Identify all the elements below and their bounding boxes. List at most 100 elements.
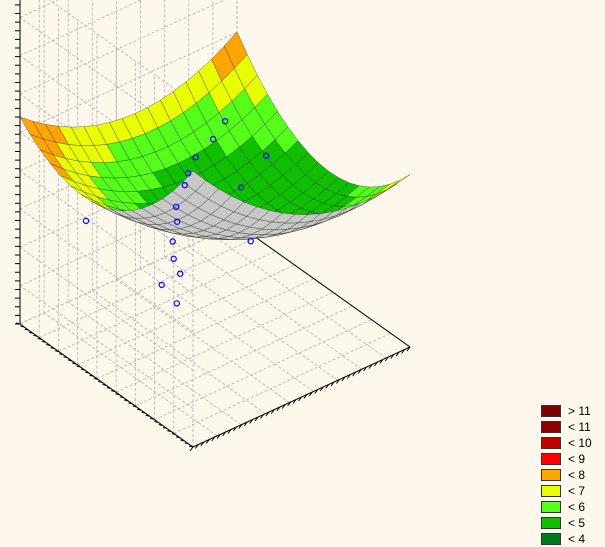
x-axis-tick: [336, 379, 340, 384]
x-axis-tick: [352, 371, 357, 377]
data-point: [209, 135, 217, 143]
legend-item: < 10: [541, 435, 601, 451]
legend-item: < 8: [541, 467, 601, 483]
legend-item: < 5: [541, 515, 601, 531]
x-axis-tick: [205, 439, 210, 444]
y-axis-tick: [67, 359, 73, 362]
floor-gridline: [173, 332, 391, 434]
y-axis-tick: [132, 405, 137, 408]
x-axis-tick: [368, 364, 373, 369]
legend-label: < 5: [568, 516, 586, 530]
floor-gridline: [92, 290, 266, 414]
x-axis-tick: [406, 346, 411, 352]
legend-label: < 6: [568, 500, 586, 514]
y-axis-tick: [128, 402, 133, 405]
y-axis-tick: [136, 408, 142, 411]
x-axis-tick: [346, 374, 351, 379]
y-axis-tick: [41, 340, 47, 343]
y-axis-tick: [54, 350, 60, 353]
y-axis-tick: [149, 417, 155, 420]
y-axis-tick: [98, 380, 103, 383]
data-point: [184, 170, 192, 177]
legend: > 11 < 11 < 10 < 9 < 8 < 7 < 6 < 5 < 4: [541, 403, 601, 547]
data-point: [247, 237, 254, 245]
y-axis-tick: [63, 356, 68, 359]
legend-item: > 11: [541, 403, 601, 419]
x-axis-tick: [292, 399, 297, 404]
x-axis-tick: [270, 409, 275, 414]
x-axis-tick: [216, 434, 221, 439]
y-axis-tick: [171, 433, 176, 436]
legend-label: < 7: [568, 484, 586, 498]
x-axis-tick: [211, 436, 216, 442]
x-axis-tick: [357, 369, 362, 374]
legend-swatch: [541, 517, 561, 529]
x-axis-tick: [325, 384, 330, 389]
sidewall-gridline: [19, 170, 194, 294]
x-axis-tick: [195, 444, 199, 449]
legend-item: < 9: [541, 451, 601, 467]
x-axis-tick: [189, 446, 194, 452]
legend-label: < 11: [568, 420, 591, 434]
legend-swatch: [541, 453, 561, 465]
data-point: [82, 217, 90, 225]
y-axis-tick: [145, 414, 150, 417]
x-axis-tick: [232, 426, 237, 432]
x-axis-tick: [390, 354, 395, 359]
x-axis-tick: [298, 396, 302, 402]
y-axis-tick: [93, 377, 98, 380]
floor-gridline: [164, 257, 338, 381]
y-axis-tick: [85, 371, 90, 374]
x-axis-tick: [303, 394, 308, 399]
floor-gridline: [188, 245, 363, 370]
sidewall-gridline: [48, 0, 194, 103]
y-axis-tick: [141, 411, 146, 414]
x-axis-tick: [254, 416, 259, 422]
data-point: [170, 255, 177, 262]
x-axis-tick: [260, 414, 264, 419]
sidewall-gridline: [19, 285, 194, 409]
floor-gridline: [115, 291, 334, 393]
y-axis-tick: [33, 334, 38, 337]
y-axis-tick: [111, 390, 116, 393]
legend-swatch: [541, 405, 561, 417]
backwall-gridline: [19, 0, 142, 57]
x-axis-tick: [401, 349, 405, 354]
y-axis-tick: [89, 374, 94, 377]
legend-label: < 9: [568, 452, 586, 466]
y-axis-tick: [59, 353, 64, 356]
x-axis-tick: [341, 376, 346, 382]
x-axis-tick: [249, 419, 254, 424]
floor-gridline: [212, 234, 387, 359]
floor-gridline: [39, 237, 257, 339]
y-axis-tick: [20, 325, 25, 328]
y-axis-tick: [102, 384, 107, 386]
points-layer: [82, 117, 270, 307]
x-end-edge: [236, 223, 411, 348]
y-axis-tick: [154, 420, 159, 423]
x-axis-tick: [222, 431, 226, 437]
y-axis-tick: [184, 442, 189, 445]
legend-swatch: [541, 469, 561, 481]
data-point: [173, 218, 181, 225]
x-axis-tick: [238, 424, 243, 429]
legend-swatch: [541, 437, 561, 449]
surface-patch: [386, 174, 411, 190]
data-point: [173, 300, 180, 307]
floor-gridline: [140, 268, 314, 392]
data-point: [262, 152, 270, 159]
floor-gridline: [43, 312, 218, 437]
x-axis-tick: [384, 356, 389, 362]
data-point: [181, 181, 188, 189]
x-axis-tick: [314, 389, 319, 394]
x-axis-tick: [308, 391, 313, 397]
legend-item: < 6: [541, 499, 601, 515]
data-point: [237, 184, 245, 191]
data-point: [158, 281, 165, 289]
sidewall-gridline: [19, 247, 194, 371]
legend-item: < 4: [541, 531, 601, 547]
y-axis-tick: [124, 399, 129, 402]
data-point: [176, 270, 184, 277]
